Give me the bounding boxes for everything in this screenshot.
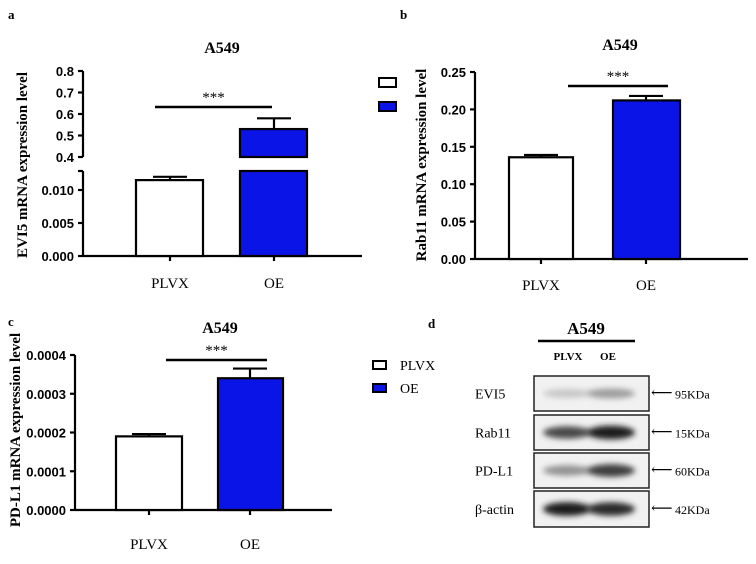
- y-tick-label: 0.00: [441, 252, 466, 267]
- arrow-left-icon: ⟵: [651, 501, 673, 517]
- blot-band: [543, 426, 591, 439]
- y-tick-label: 0.0001: [26, 464, 66, 479]
- blot-row-evi5: ⟵: [533, 375, 673, 412]
- panel-label-c: c: [8, 314, 14, 329]
- blot-row-label: β-actin: [475, 503, 514, 518]
- blot-band: [543, 502, 591, 516]
- bar-plvx: [114, 435, 184, 512]
- y-tick-label: 0.0004: [26, 348, 67, 363]
- y-tick-label: 0.7: [56, 86, 74, 101]
- blot-row-actin: ⟵: [533, 490, 673, 528]
- bar-plvx: [507, 156, 575, 261]
- legend-label-oe: OE: [400, 382, 419, 397]
- panel-label-b: b: [400, 7, 407, 22]
- y-tick-label: 0.05: [441, 215, 466, 230]
- y-tick-label: 0.25: [441, 65, 466, 80]
- lane-label-oe: OE: [600, 351, 616, 363]
- blot-title: A549: [567, 319, 605, 338]
- blot-band: [543, 465, 591, 476]
- lane-label-plvx: PLVX: [554, 351, 583, 363]
- significance-label: ***: [205, 343, 228, 359]
- y-tick-label: 0.4: [56, 150, 75, 165]
- chart-title: A549: [202, 320, 238, 337]
- blot-band: [587, 425, 635, 440]
- arrow-left-icon: ⟵: [651, 463, 673, 479]
- significance-label: ***: [607, 69, 630, 85]
- y-tick-label: 0.0003: [26, 387, 66, 402]
- y-tick-label: 0.0000: [26, 503, 66, 518]
- legend-swatch-oe: [378, 101, 397, 112]
- blot-band: [543, 389, 591, 398]
- blot-row-label: PD-L1: [475, 465, 513, 480]
- panel-label-d: d: [428, 316, 436, 331]
- y-tick-label: 0.15: [441, 140, 466, 155]
- y-tick-label: 0.000: [41, 249, 74, 264]
- significance-label: ***: [202, 90, 225, 106]
- blot-band: [587, 464, 635, 477]
- molecular-weight-label: 42KDa: [675, 503, 710, 517]
- blot-row-label: EVI5: [475, 388, 505, 403]
- y-tick-label: 0.5: [56, 129, 74, 144]
- legend-swatch-plvx: [372, 360, 387, 370]
- y-tick-label: 0.20: [441, 102, 466, 117]
- chart-title: A549: [204, 40, 240, 57]
- y-axis-label: Rab11 mRNA expression level: [414, 69, 430, 262]
- molecular-weight-label: 60KDa: [675, 465, 710, 479]
- y-tick-label: 0.8: [56, 64, 74, 79]
- bar-oe: [611, 99, 682, 261]
- bar-plvx: [134, 179, 205, 258]
- legend-label-plvx: PLVX: [400, 359, 435, 374]
- panel-label-a: a: [8, 7, 15, 22]
- y-tick-label: 0.10: [441, 177, 466, 192]
- x-tick-label: PLVX: [130, 537, 168, 553]
- bar-oe-lower: [238, 169, 309, 258]
- x-tick-label: OE: [636, 278, 656, 294]
- blot-band: [587, 502, 635, 516]
- blot-row-rab11: ⟵: [533, 414, 673, 451]
- x-tick-label: PLVX: [522, 278, 560, 294]
- blot-row-label: Rab11: [475, 427, 511, 442]
- blot-band: [587, 388, 635, 399]
- y-tick-label: 0.005: [41, 216, 74, 231]
- legend-swatch-plvx: [378, 77, 397, 88]
- y-tick-label: 0.6: [56, 107, 74, 122]
- x-tick-label: OE: [240, 537, 260, 553]
- chart-title: A549: [602, 37, 638, 54]
- x-tick-label: OE: [264, 276, 284, 292]
- molecular-weight-label: 15KDa: [675, 427, 710, 441]
- y-tick-label: 0.0002: [26, 426, 66, 441]
- arrow-left-icon: ⟵: [651, 425, 673, 441]
- y-axis-label: EVI5 mRNA expression level: [15, 72, 31, 258]
- bar-oe: [216, 377, 285, 512]
- bar-oe-upper: [238, 127, 309, 159]
- molecular-weight-label: 95KDa: [675, 388, 710, 402]
- blot-row-pdl1: ⟵: [533, 452, 673, 489]
- legend-swatch-oe: [372, 383, 387, 393]
- arrow-left-icon: ⟵: [651, 386, 673, 402]
- x-tick-label: PLVX: [151, 276, 189, 292]
- y-tick-label: 0.010: [41, 183, 74, 198]
- y-axis-label: PD-L1 mRNA expression level: [8, 333, 24, 527]
